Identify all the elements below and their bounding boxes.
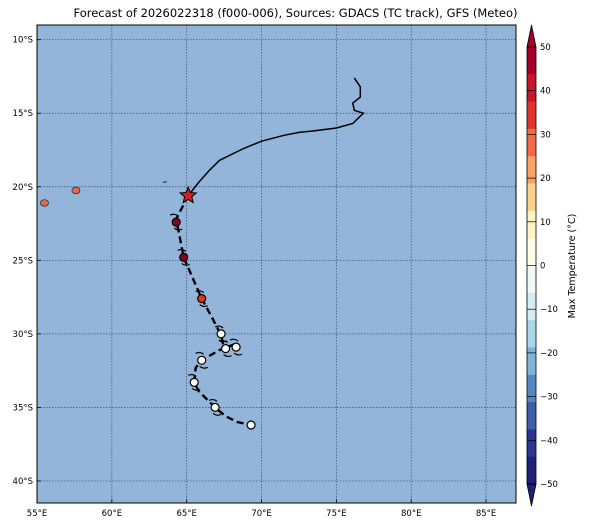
cyclone-forecast-point: [187, 374, 201, 391]
current-position-star: [178, 185, 198, 204]
forecast-points-layer: [169, 185, 256, 430]
cyclone-forecast-point: [195, 351, 208, 369]
cyclone-forecast-point: [208, 399, 222, 416]
colorbar-tick-label: 50: [540, 43, 551, 53]
colorbar-tick-label: 20: [540, 174, 551, 184]
colorbar-segment: [527, 320, 536, 348]
lon-tick-label: 70°E: [251, 509, 271, 519]
colorbar-segment: [527, 402, 536, 430]
colorbar-segment: [527, 238, 536, 266]
cyclone-arm-bottom: [181, 262, 190, 266]
cyclone-forecast-point: [219, 340, 232, 357]
lon-tick-label: 85°E: [476, 509, 496, 519]
colorbar-tick-label: −20: [540, 349, 558, 359]
cyclone-arm-top: [177, 249, 187, 252]
cyclone-arm-top: [169, 213, 179, 217]
lon-tick-label: 55°E: [27, 509, 47, 519]
lon-tick-label: 65°E: [176, 509, 196, 519]
colorbar-tick-label: 30: [540, 130, 551, 140]
cyclone-forecast-point: [169, 213, 183, 231]
cyclone-arm-top: [219, 340, 229, 344]
mauritius-island: [71, 186, 81, 195]
colorbar-segment: [527, 128, 536, 157]
lat-tick-label: 25°S: [13, 256, 33, 266]
axis-ticks: 55°E 60°E 65°E 70°E 75°E 80°E 85°E 10°S 15°S 20°S…: [13, 36, 497, 519]
cyclone-center-marker: [197, 294, 207, 304]
colorbar-label: Max Temperature (°C): [567, 214, 578, 319]
cyclone-forecast-point: [177, 249, 190, 266]
lon-tick-label: 75°E: [326, 509, 346, 519]
colorbar-tick-label: −40: [540, 436, 558, 446]
ocean-background: [37, 25, 516, 503]
colorbar-segment: [527, 347, 536, 376]
colorbar: 50 40 30 20 10 0 −10 −20 −30 −40 −50 Max Temperatur…: [526, 24, 578, 507]
colorbar-segment: [527, 429, 536, 457]
cyclone-arm-bottom: [199, 304, 208, 307]
colorbar-segment: [527, 265, 536, 294]
lat-tick-label: 30°S: [13, 330, 33, 340]
lat-tick-label: 35°S: [13, 403, 33, 413]
cyclone-forecast-point: [214, 325, 228, 343]
cyclone-center-marker: [171, 217, 181, 227]
colorbar-segment: [527, 456, 536, 485]
forecast-track-line: [174, 195, 252, 427]
cyclone-center-marker: [197, 355, 207, 365]
cyclone-arm-top: [195, 351, 205, 355]
past-track-line: [187, 77, 365, 197]
colorbar-segment: [527, 374, 536, 403]
colorbar-extend-max: [526, 24, 537, 48]
map-frame: [36, 24, 517, 504]
cyclone-arm-bottom: [191, 387, 201, 391]
colorbar-segment: [527, 47, 536, 75]
colorbar-extend-min: [526, 483, 537, 507]
cyclone-center-marker: [210, 402, 220, 412]
cyclone-arm-top: [187, 374, 197, 377]
colorbar-tick-label: −50: [540, 480, 558, 490]
colorbar-segment: [527, 292, 536, 321]
cyclone-arm-top: [195, 290, 205, 294]
lon-tick-label: 80°E: [401, 509, 421, 519]
cyclone-arm-top: [229, 338, 239, 342]
cyclone-forecast-point: [195, 290, 208, 307]
lon-tick-label: 60°E: [102, 509, 122, 519]
colorbar-segment: [527, 210, 536, 239]
cyclone-center-marker: [189, 377, 199, 387]
cyclone-arm-bottom: [233, 352, 243, 356]
lat-tick-label: 15°S: [13, 109, 33, 119]
cyclone-arm-bottom: [212, 412, 222, 416]
colorbar-segment: [527, 183, 536, 212]
cyclone-arm-top: [214, 325, 224, 329]
lat-tick-label: 40°S: [13, 477, 33, 487]
colorbar-segment: [527, 156, 536, 184]
cyclone-center-marker: [246, 420, 256, 430]
colorbar-segment: [527, 101, 536, 130]
islands-layer: [40, 181, 167, 207]
cyclone-arm-bottom: [199, 365, 208, 369]
colorbar-tick-label: −10: [540, 305, 558, 315]
cyclone-arm-bottom: [223, 354, 232, 357]
reunion-island: [40, 199, 49, 207]
chart-title: Forecast of 2026022318 (f000-006), Sourc…: [73, 6, 518, 20]
cyclone-center-marker: [231, 342, 241, 352]
graticule: [36, 25, 516, 503]
lat-tick-label: 10°S: [13, 36, 33, 46]
cyclone-arm-bottom: [173, 227, 183, 231]
cyclone-center-marker: [221, 344, 231, 354]
colorbar-segment: [527, 74, 536, 102]
cyclone-forecast-point: [246, 420, 256, 430]
colorbar-tick-label: −30: [540, 393, 558, 403]
cyclone-arm-top: [208, 399, 218, 402]
cyclone-center-marker: [179, 252, 189, 262]
cyclone-center-marker: [216, 329, 226, 339]
cyclone-forecast-point: [229, 338, 243, 356]
colorbar-tick-label: 10: [540, 218, 551, 228]
colorbar-tick-label: 0: [540, 262, 545, 272]
rodrigues-island: [162, 181, 167, 183]
colorbar-tick-label: 40: [540, 87, 551, 97]
lat-tick-label: 20°S: [13, 183, 33, 193]
cyclone-arm-bottom: [218, 339, 228, 343]
tracks-layer: [174, 77, 365, 427]
